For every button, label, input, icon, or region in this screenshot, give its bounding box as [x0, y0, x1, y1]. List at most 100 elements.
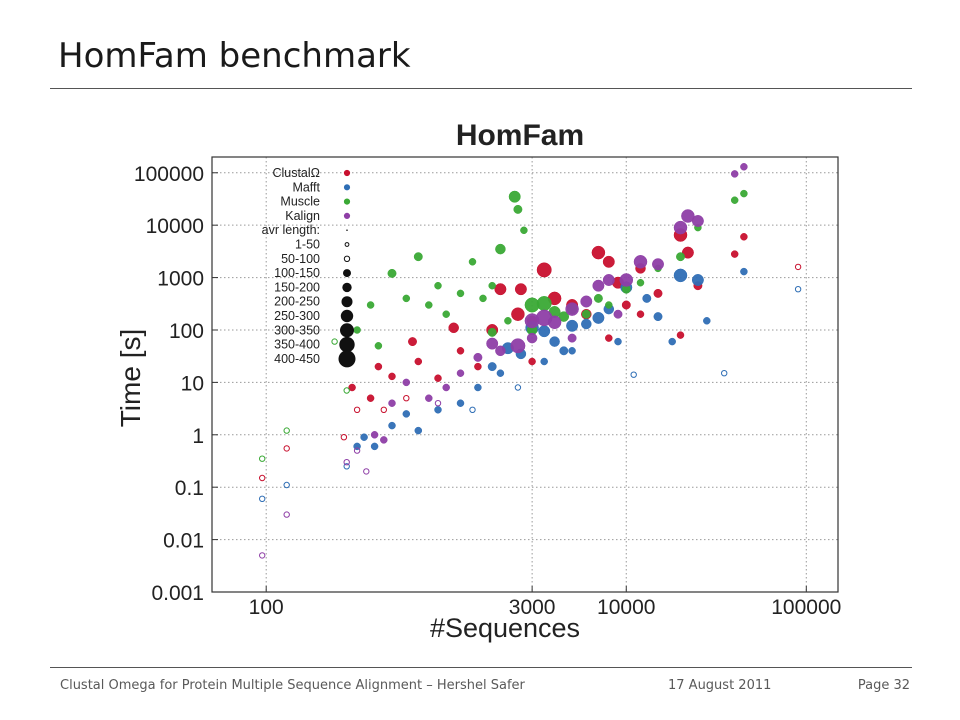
data-point-clustal: [283, 445, 290, 452]
data-point-clustal: [794, 263, 802, 271]
legend-label-size: 200-250: [274, 295, 320, 309]
x-tick-label: 10000: [597, 596, 655, 619]
data-point-kalign: [673, 220, 688, 235]
data-point-muscle: [558, 311, 570, 322]
data-point-muscle: [513, 204, 523, 214]
data-point-muscle: [456, 289, 465, 298]
data-point-muscle: [495, 243, 506, 255]
data-point-kalign: [565, 302, 579, 316]
data-point-muscle: [479, 294, 487, 303]
data-point-kalign: [740, 163, 748, 171]
data-point-clustal: [434, 374, 442, 382]
legend-label-method: ClustalΩ: [272, 166, 320, 180]
x-tick-label: 3000: [509, 596, 556, 619]
data-point-mafft: [540, 357, 548, 366]
data-point-clustal: [528, 357, 536, 366]
data-points: [259, 163, 802, 559]
data-point-kalign: [486, 337, 499, 350]
data-point-clustal: [403, 395, 410, 402]
data-point-muscle: [283, 427, 290, 434]
data-point-kalign: [602, 274, 615, 286]
plot-frame: [211, 156, 839, 593]
legend-label-method: Kalign: [285, 209, 320, 223]
legend-marker-size: [338, 350, 356, 368]
data-point-clustal: [740, 233, 748, 241]
data-point-clustal: [514, 283, 527, 296]
data-point-clustal: [456, 347, 465, 355]
data-point-muscle: [676, 252, 685, 262]
data-point-mafft: [703, 317, 711, 325]
data-point-muscle: [413, 252, 423, 262]
data-point-mafft: [259, 495, 266, 502]
data-point-muscle: [402, 294, 411, 303]
data-point-mafft: [343, 463, 350, 470]
data-point-mafft: [673, 268, 688, 283]
data-point-kalign: [592, 279, 605, 292]
data-point-muscle: [366, 301, 375, 309]
data-point-muscle: [374, 342, 383, 350]
y-tick-label: 0.001: [151, 582, 204, 605]
data-point-muscle: [605, 301, 613, 309]
data-point-mafft: [514, 384, 522, 391]
legend-label-method: Mafft: [292, 180, 320, 194]
data-point-kalign: [567, 333, 577, 343]
data-point-mafft: [456, 399, 465, 407]
footer-page-number: Page 32: [857, 678, 910, 693]
data-point-kalign: [730, 170, 739, 178]
data-point-clustal: [366, 394, 375, 402]
legend-label-size: 1-50: [295, 238, 320, 252]
data-point-kalign: [633, 255, 648, 269]
data-point-mafft: [496, 369, 505, 377]
legend-label-size: 300-350: [274, 323, 320, 337]
data-point-mafft: [630, 371, 637, 378]
y-tick-label: 100: [169, 320, 204, 343]
data-point-mafft: [740, 267, 748, 276]
data-point-clustal: [259, 474, 266, 482]
data-point-mafft: [549, 336, 560, 347]
data-point-muscle: [488, 281, 496, 290]
x-tick-label: 100: [249, 596, 284, 619]
data-point-muscle: [504, 317, 512, 325]
data-point-kalign: [473, 352, 483, 362]
data-point-mafft: [360, 433, 368, 441]
data-point-clustal: [494, 283, 507, 296]
data-point-clustal: [591, 245, 606, 260]
legend-marker-size: [346, 229, 348, 231]
data-point-kalign: [402, 378, 411, 387]
data-point-kalign: [283, 511, 290, 518]
data-point-muscle: [468, 258, 477, 266]
data-point-kalign: [259, 552, 266, 559]
data-point-kalign: [442, 383, 450, 392]
data-point-kalign: [652, 258, 664, 271]
legend-label-size: 350-400: [274, 338, 320, 352]
data-point-clustal: [474, 362, 482, 371]
data-point-mafft: [794, 286, 802, 293]
data-point-mafft: [566, 319, 579, 332]
x-tick-label: 100000: [771, 596, 841, 619]
data-point-mafft: [592, 311, 605, 324]
data-point-muscle: [740, 189, 748, 198]
data-point-muscle: [581, 309, 591, 319]
data-point-mafft: [283, 481, 290, 489]
legend-label-size: 400-450: [274, 352, 320, 366]
data-point-kalign: [434, 400, 442, 407]
data-point-clustal: [511, 307, 525, 321]
y-tick-label: 0.1: [175, 477, 204, 500]
data-point-muscle: [259, 455, 266, 462]
legend-marker-size: [343, 255, 351, 263]
x-axis-label: #Sequences: [430, 613, 580, 643]
data-point-clustal: [414, 357, 423, 366]
legend-marker-size: [340, 309, 354, 323]
y-tick-label: 0.01: [163, 530, 204, 553]
data-point-muscle: [487, 327, 497, 337]
data-point-muscle: [442, 310, 450, 318]
data-point-clustal: [448, 322, 459, 334]
data-point-muscle: [353, 326, 361, 334]
data-point-muscle: [331, 338, 338, 345]
data-point-clustal: [353, 406, 361, 413]
legend-marker-method: [343, 184, 351, 191]
data-point-kalign: [613, 309, 623, 319]
data-point-clustal: [374, 362, 383, 371]
data-point-kalign: [547, 315, 562, 330]
